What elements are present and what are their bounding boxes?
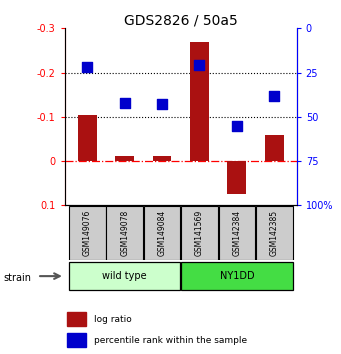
FancyBboxPatch shape	[106, 206, 143, 259]
Text: percentile rank within the sample: percentile rank within the sample	[94, 336, 247, 345]
FancyBboxPatch shape	[219, 206, 255, 259]
Point	[197, 63, 202, 68]
Title: GDS2826 / 50a5: GDS2826 / 50a5	[124, 13, 238, 27]
FancyBboxPatch shape	[256, 206, 293, 259]
Text: GSM149078: GSM149078	[120, 210, 129, 256]
Point	[234, 123, 240, 129]
Point	[122, 100, 127, 105]
FancyBboxPatch shape	[181, 262, 293, 290]
Text: GSM149084: GSM149084	[158, 210, 166, 256]
Text: strain: strain	[3, 273, 31, 283]
FancyBboxPatch shape	[69, 206, 106, 259]
Text: wild type: wild type	[102, 271, 147, 281]
Bar	[227, 161, 246, 194]
Point	[271, 93, 277, 98]
Point	[159, 102, 165, 107]
Bar	[153, 156, 172, 161]
Text: log ratio: log ratio	[94, 314, 132, 324]
FancyBboxPatch shape	[181, 206, 218, 259]
Bar	[115, 156, 134, 161]
Text: GSM142384: GSM142384	[232, 210, 241, 256]
Text: GSM149076: GSM149076	[83, 210, 92, 256]
Bar	[265, 135, 284, 161]
FancyBboxPatch shape	[144, 206, 180, 259]
Bar	[78, 115, 97, 161]
Point	[85, 64, 90, 70]
Text: GSM142385: GSM142385	[270, 210, 279, 256]
Text: GSM141569: GSM141569	[195, 210, 204, 256]
Text: NY1DD: NY1DD	[220, 271, 254, 281]
Bar	[190, 42, 209, 161]
Bar	[68, 333, 86, 347]
Bar	[68, 312, 86, 326]
FancyBboxPatch shape	[69, 262, 180, 290]
